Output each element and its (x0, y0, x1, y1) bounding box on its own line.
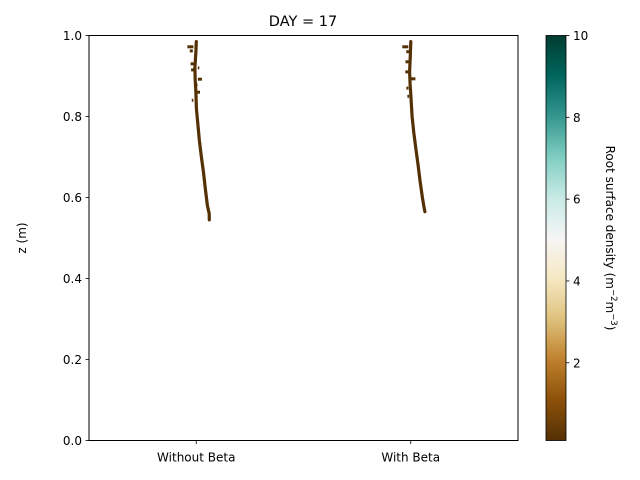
y-axis: 0.0 0.2 0.4 0.6 0.8 1.0 (63, 29, 89, 448)
root-main-axis (193, 40, 211, 222)
root-fragment (197, 90, 200, 94)
colorbar-tick-label: 6 (573, 193, 581, 207)
x-axis: Without Beta With Beta (157, 440, 440, 465)
root-fragment (406, 50, 410, 54)
colorbar-label-close: ) (603, 326, 617, 331)
chart-title: DAY = 17 (269, 14, 337, 30)
colorbar-label: Root surface density (m−2m−3) (603, 146, 618, 331)
root-fragment (190, 62, 194, 66)
root-fragment (197, 66, 200, 70)
colorbar-tick-label: 4 (573, 274, 581, 288)
root-system-2 (402, 40, 427, 214)
root-system-1 (187, 40, 211, 222)
root-fragment (402, 45, 409, 49)
root-density-field (187, 40, 427, 222)
colorbar-label-exponent-1: −2 (608, 289, 618, 302)
root-fragment (194, 83, 198, 87)
y-tick-label: 0.2 (63, 353, 82, 367)
axes-background (89, 35, 518, 441)
y-tick-label: 0.8 (63, 110, 82, 124)
x-tick-label: Without Beta (157, 451, 235, 465)
colorbar-tick-label: 8 (573, 111, 581, 125)
y-tick-label: 0.6 (63, 191, 82, 205)
colorbar-label-exponent-2: −3 (608, 313, 618, 326)
colorbar-tick-label: 2 (573, 356, 581, 370)
root-fragment (191, 98, 194, 102)
root-fragment (405, 60, 409, 64)
x-tick-label: With Beta (381, 451, 440, 465)
axes-frame (88, 35, 519, 441)
y-tick-label: 0.0 (63, 434, 82, 448)
colorbar-tick-label: 10 (573, 29, 588, 43)
colorbar-gradient (545, 35, 567, 441)
root-main-axis (408, 40, 427, 214)
y-tick-label: 0.4 (63, 272, 82, 286)
root-fragment (410, 77, 416, 81)
root-fragment (405, 70, 409, 74)
root-fragment (191, 68, 195, 72)
plot-area: 0.0 0.2 0.4 0.6 0.8 1.0 Without Beta With Beta (63, 29, 519, 465)
root-fragment (410, 98, 413, 101)
root-fragment (196, 96, 198, 100)
root-fragment (406, 86, 409, 90)
y-axis-label: z (m) (15, 222, 29, 253)
root-fragment (197, 77, 202, 81)
colorbar-label-main: Root surface density (m (603, 146, 617, 289)
y-tick-label: 1.0 (63, 29, 82, 43)
root-fragment (189, 49, 193, 53)
root-fragment (407, 94, 410, 98)
colorbar-ticks: 2 4 6 8 10 (566, 29, 588, 370)
colorbar: 2 4 6 8 10 Root surface density (m−2m−3) (545, 29, 618, 441)
root-fragment (187, 45, 194, 49)
colorbar-label-mid: m (603, 301, 617, 313)
